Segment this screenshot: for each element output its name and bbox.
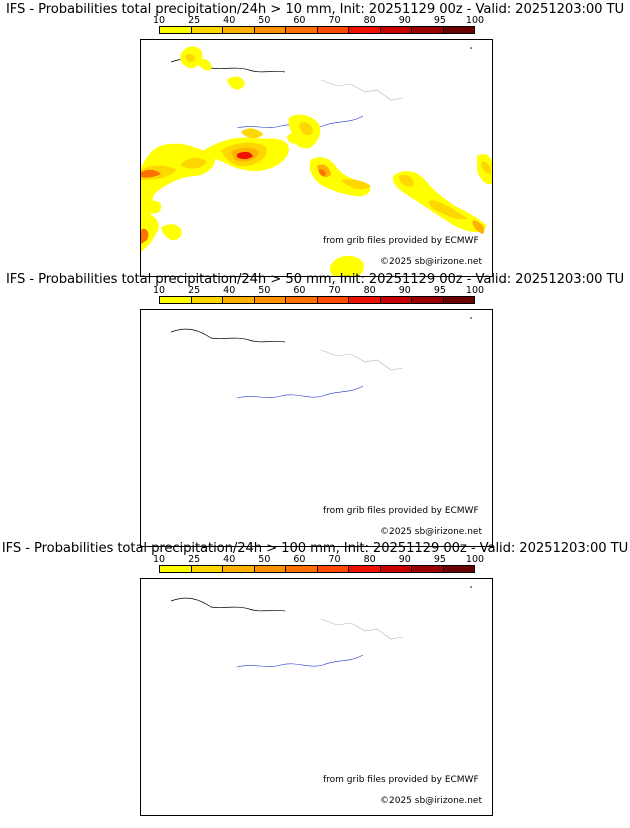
colorbar-segment — [191, 297, 223, 303]
colorbar-tick-label: 70 — [328, 554, 341, 565]
colorbar-tick-label: 90 — [398, 15, 411, 26]
colorbar-segment — [191, 27, 223, 33]
colorbar-tick-label: 100 — [465, 554, 485, 565]
colorbar-segment — [380, 566, 412, 572]
colorbar-tick-label: 10 — [152, 15, 166, 26]
colorbar-segment — [443, 297, 474, 303]
colorbar-segment — [160, 297, 192, 303]
precipitation-map — [170, 586, 472, 668]
panel-50mm: IFS - Probabilities total precipitation/… — [0, 272, 630, 548]
colorbar-segment — [160, 566, 192, 572]
colorbar-tick-label: 40 — [223, 554, 236, 565]
map-frame: from grib files provided by ECMWF ©2025 … — [140, 578, 493, 816]
colorbar-tick-label: 50 — [258, 285, 271, 296]
colorbar-tick-label: 80 — [363, 554, 376, 565]
admin-boundaries — [320, 618, 404, 640]
colorbar-tick-label: 95 — [433, 15, 446, 26]
colorbar-tick-label: 90 — [398, 554, 411, 565]
colorbar-tick-label: 50 — [258, 15, 271, 26]
colorbar-segment — [223, 297, 255, 303]
colorbar-tick-label: 70 — [328, 15, 341, 26]
colorbar-segment — [412, 566, 444, 572]
map-dots — [470, 586, 472, 588]
colorbar-segment — [160, 27, 192, 33]
map-frame: from grib files provided by ECMWF ©2025 … — [140, 309, 493, 547]
colorbar — [159, 296, 475, 304]
copyright-credit: ©2025 sb@irizone.net — [380, 796, 482, 806]
colorbar-segment — [349, 566, 381, 572]
colorbar-tick-label: 80 — [363, 285, 376, 296]
colorbar-segment — [443, 566, 474, 572]
colorbar-segment — [380, 27, 412, 33]
colorbar-tick-label: 40 — [223, 15, 236, 26]
colorbar-segment — [412, 297, 444, 303]
panel-title: IFS - Probabilities total precipitation/… — [5, 272, 625, 287]
panel-100mm: IFS - Probabilities total precipitation/… — [0, 541, 630, 817]
coastlines — [170, 597, 286, 612]
colorbar — [159, 565, 475, 573]
colorbar-tick-label: 60 — [293, 554, 306, 565]
map-dots — [470, 47, 472, 49]
colorbar-tick-label: 80 — [363, 15, 376, 26]
colorbar-tick-label: 50 — [258, 554, 271, 565]
colorbar-tick-label: 25 — [188, 15, 201, 26]
copyright-credit: ©2025 sb@irizone.net — [380, 527, 482, 537]
coastlines — [170, 328, 286, 343]
rivers — [236, 385, 364, 399]
colorbar-segment — [317, 27, 349, 33]
colorbar-tick-label: 90 — [398, 285, 411, 296]
panel-title: IFS - Probabilities total precipitation/… — [1, 541, 629, 556]
colorbar-segment — [223, 27, 255, 33]
colorbar — [159, 26, 475, 34]
colorbar-tick-label: 60 — [293, 15, 306, 26]
map-dots — [470, 317, 472, 319]
colorbar-tick-label: 100 — [465, 285, 485, 296]
colorbar-tick-label: 25 — [188, 285, 201, 296]
colorbar-segment — [349, 297, 381, 303]
source-credit: from grib files provided by ECMWF — [323, 506, 479, 516]
colorbar-tick-label: 10 — [152, 554, 166, 565]
precipitation-map — [141, 46, 492, 276]
colorbar-segment — [254, 297, 286, 303]
source-credit: from grib files provided by ECMWF — [323, 236, 479, 246]
colorbar-tick-label: 95 — [433, 285, 446, 296]
precipitation-map — [170, 317, 472, 399]
colorbar-tick-label: 70 — [328, 285, 341, 296]
colorbar-segment — [191, 566, 223, 572]
colorbar-segment — [317, 297, 349, 303]
colorbar-tick-label: 60 — [293, 285, 306, 296]
source-credit: from grib files provided by ECMWF — [323, 775, 479, 785]
colorbar-tick-label: 95 — [433, 554, 446, 565]
colorbar-tick-label: 10 — [152, 285, 166, 296]
colorbar-tick-label: 25 — [188, 554, 201, 565]
colorbar-segment — [317, 566, 349, 572]
colorbar-tick-label: 100 — [465, 15, 485, 26]
colorbar-segment — [286, 27, 318, 33]
colorbar-segment — [349, 27, 381, 33]
colorbar-segment — [286, 297, 318, 303]
panel-title: IFS - Probabilities total precipitation/… — [5, 2, 625, 17]
rivers — [236, 654, 364, 668]
colorbar-segment — [380, 297, 412, 303]
colorbar-segment — [286, 566, 318, 572]
colorbar-segment — [443, 27, 474, 33]
colorbar-segment — [412, 27, 444, 33]
panel-10mm: IFS - Probabilities total precipitation/… — [0, 2, 630, 278]
colorbar-segment — [254, 566, 286, 572]
admin-boundaries — [320, 79, 404, 101]
probability-shading — [141, 46, 492, 276]
colorbar-segment — [254, 27, 286, 33]
copyright-credit: ©2025 sb@irizone.net — [380, 257, 482, 267]
colorbar-segment — [223, 566, 255, 572]
colorbar-tick-label: 40 — [223, 285, 236, 296]
map-frame: from grib files provided by ECMWF ©2025 … — [140, 39, 493, 277]
admin-boundaries — [320, 349, 404, 371]
